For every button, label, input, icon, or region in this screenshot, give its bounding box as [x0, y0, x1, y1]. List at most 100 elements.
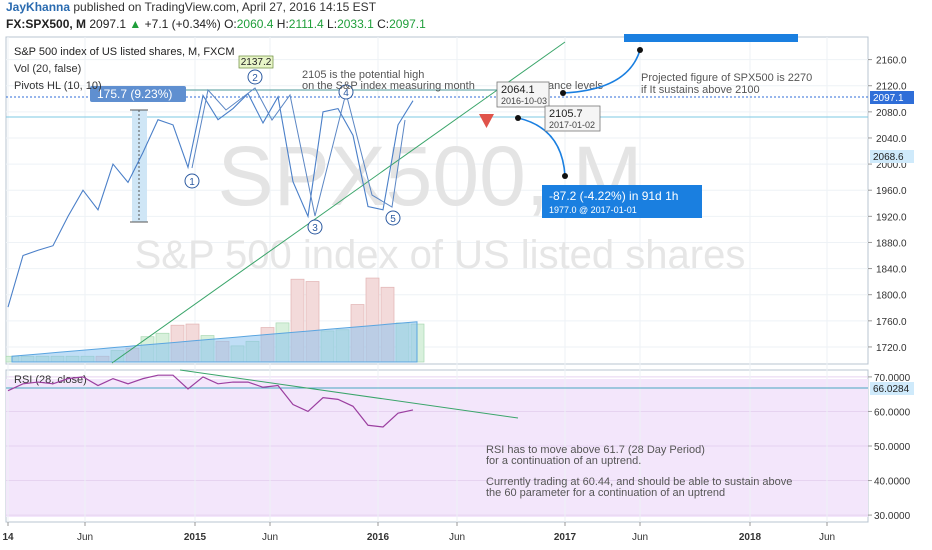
- high-note-line-1: 2105 is the potential high: [302, 69, 424, 81]
- legend-volume[interactable]: Vol (20, false): [14, 63, 81, 75]
- pivot-high-flag: [238, 55, 274, 69]
- price-tick-label: 1960.0: [876, 186, 907, 197]
- open-value: 2060.4: [236, 17, 274, 31]
- callout-2016-10-03-price: 2064.1: [501, 84, 535, 96]
- time-tick-label: Jun: [449, 532, 465, 543]
- price-tick-label: 1840.0: [876, 265, 907, 276]
- time-tick-label: 2016: [367, 532, 390, 543]
- down-arrow-icon: [479, 114, 494, 128]
- rsi-tick-label: 60.0000: [874, 407, 911, 418]
- level-price-tag: [870, 150, 914, 163]
- svg-text:1: 1: [189, 177, 195, 188]
- up-arrow-icon: ▲: [129, 17, 142, 31]
- range-label-box: [90, 86, 186, 102]
- wave-label-4: 4: [338, 84, 354, 100]
- svg-text:3: 3: [312, 223, 318, 234]
- elliott-zigzag: [191, 87, 406, 217]
- callout-2017-01-02: [544, 105, 601, 132]
- price-axis[interactable]: 2160.0 2120.0 2080.0 2040.0 2000.0 1960.0 1920…: [868, 56, 907, 354]
- measure-box: [542, 185, 702, 218]
- symbol-label: FX:SPX500, M: [6, 17, 87, 31]
- projection-up-path: [562, 49, 641, 94]
- callout-2017-01-02-date: 2017-01-02: [549, 120, 595, 130]
- price-tick-label: 2080.0: [876, 108, 907, 119]
- time-tick-label: Jun: [262, 532, 278, 543]
- author-name[interactable]: JayKhanna: [6, 0, 71, 14]
- low-label: L:: [327, 17, 338, 31]
- close-value: 2097.1: [389, 17, 426, 31]
- legend-pivots[interactable]: Pivots HL (10, 10): [14, 80, 102, 92]
- callout-2017-01-02-price: 2105.7: [549, 108, 583, 120]
- projection-note-line-2: if It sustains above 2100: [641, 84, 760, 96]
- time-tick-label: Jun: [819, 532, 835, 543]
- watermark-description: S&P 500 index of US listed shares: [135, 233, 746, 277]
- level-price-tag-text: 2068.6: [873, 152, 904, 163]
- rsi-note-line-3: Currently trading at 60.44, and should b…: [486, 476, 792, 488]
- pivot-high-value: 2137.2: [241, 57, 272, 68]
- rsi-current-tag-text: 66.0284: [873, 384, 910, 395]
- projection-end-point[interactable]: [637, 47, 643, 53]
- svg-text:4: 4: [343, 88, 349, 99]
- rsi-line[interactable]: [7, 374, 414, 428]
- projection-start-point[interactable]: [560, 90, 566, 96]
- price-tick-label: 2040.0: [876, 134, 907, 145]
- measure-main: -87.2 (-4.22%) in 91d 1h: [549, 189, 678, 203]
- high-note-line-2: on the S&P index measuring month: [302, 80, 475, 92]
- rsi-note-line-2: for a continuation of an uptrend.: [486, 455, 641, 467]
- time-axis[interactable]: 14 Jun 2015 Jun 2016 Jun 2017 Jun 2018 Jun: [2, 522, 835, 543]
- callout-2016-10-03: [496, 81, 550, 108]
- legend-title[interactable]: S&P 500 index of US listed shares, M, FX…: [14, 46, 235, 58]
- time-tick-label: Jun: [77, 532, 93, 543]
- measure-sub: 1977.0 @ 2017-01-01: [549, 205, 637, 215]
- time-tick-label: 2017: [554, 532, 577, 543]
- rsi-current-tag: [870, 382, 914, 395]
- range-label: 175.7 (9.23%): [97, 87, 172, 101]
- rsi-axis[interactable]: 70.0000 60.0000 50.0000 40.0000 30.0000: [868, 373, 911, 522]
- svg-text:5: 5: [390, 214, 396, 225]
- rsi-note-line-1: RSI has to move above 61.7 (28 Day Perio…: [486, 444, 705, 456]
- price-change: +7.1 (+0.34%): [144, 17, 221, 31]
- price-tick-label: 1880.0: [876, 238, 907, 249]
- close-label: C:: [377, 17, 390, 31]
- wave-label-1: 1: [184, 173, 200, 189]
- forecast-end-point[interactable]: [562, 173, 568, 179]
- open-label: O:: [224, 17, 237, 31]
- rsi-note-line-4: the 60 parameter for a continuation of a…: [486, 487, 725, 499]
- svg-text:2: 2: [252, 73, 258, 84]
- rsi-trend-line[interactable]: [179, 369, 519, 419]
- rsi-band: [6, 379, 868, 517]
- time-tick-label: Jun: [632, 532, 648, 543]
- price-tick-label: 2000.0: [876, 160, 907, 171]
- last-price-tag-text: 2097.1: [873, 93, 904, 104]
- high-label: H:: [276, 17, 289, 31]
- trend-line[interactable]: [111, 41, 566, 364]
- rsi-tick-label: 40.0000: [874, 477, 911, 488]
- forecast-start-point[interactable]: [515, 115, 521, 121]
- high-value: 2111.4: [288, 17, 324, 31]
- time-tick-label: 14: [2, 532, 14, 543]
- projection-note-line-1: Projected figure of SPX500 is 2270: [641, 72, 812, 84]
- price-tick-label: 1800.0: [876, 291, 907, 302]
- price-line[interactable]: [7, 92, 414, 308]
- projection-down-path: [517, 117, 566, 177]
- price-tick-label: 2160.0: [876, 56, 907, 67]
- grid-lines: [6, 37, 868, 522]
- publish-header: JayKhanna published on TradingView.com, …: [6, 0, 376, 14]
- price-tick-label: 2120.0: [876, 82, 907, 93]
- ohlc-header: FX:SPX500, M 2097.1 ▲ +7.1 (+0.34%) O:20…: [6, 17, 426, 31]
- low-value: 2033.1: [337, 17, 374, 31]
- wave-label-3: 3: [307, 219, 323, 235]
- price-tick-label: 1720.0: [876, 343, 907, 354]
- wave-label-2: 2: [247, 69, 263, 85]
- projection-label-box: [624, 34, 798, 42]
- wave-label-5: 5: [385, 210, 401, 226]
- price-tick-label: 1760.0: [876, 317, 907, 328]
- high-note-line-3: ance levels: [548, 80, 604, 92]
- last-price-tag: [870, 91, 914, 104]
- publish-info: published on TradingView.com, April 27, …: [73, 0, 377, 14]
- rsi-tick-label: 50.0000: [874, 442, 911, 453]
- volume-ma-area: [11, 321, 418, 363]
- price-tick-label: 1920.0: [876, 212, 907, 223]
- time-tick-label: 2015: [184, 532, 207, 543]
